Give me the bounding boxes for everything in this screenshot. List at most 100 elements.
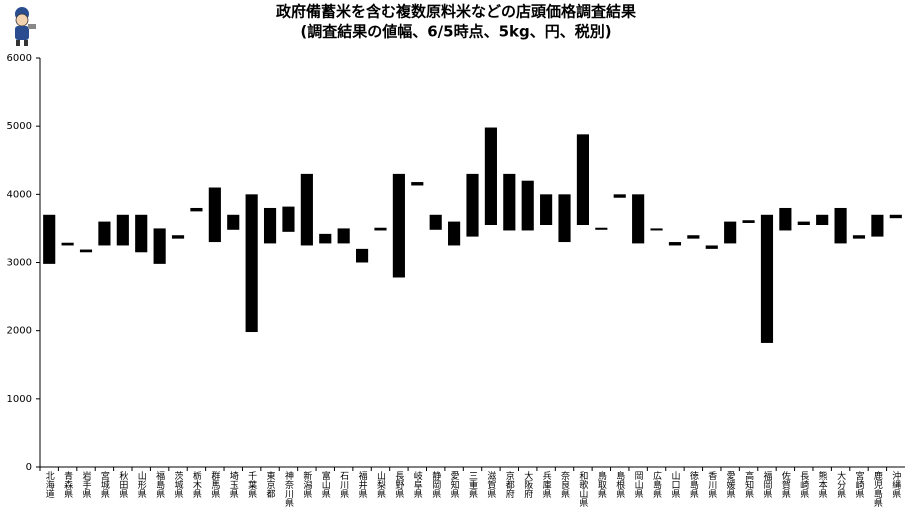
- x-tick-label: 群馬県: [209, 470, 220, 499]
- x-tick-label: 福井県: [357, 470, 368, 499]
- y-tick-label: 0: [26, 462, 32, 473]
- x-tick-label: 佐賀県: [780, 470, 791, 499]
- x-tick-label: 高知県: [743, 470, 754, 499]
- range-bar: [227, 214, 240, 230]
- range-bar: [724, 221, 737, 244]
- y-tick-label: 6000: [7, 53, 32, 64]
- x-tick-label: 岩手県: [81, 470, 92, 499]
- range-bar: [98, 221, 111, 246]
- range-bar: [595, 227, 608, 230]
- range-bar: [282, 206, 295, 232]
- x-tick-label: 千葉県: [246, 471, 256, 499]
- x-tick-label: 和歌山県: [577, 471, 588, 508]
- range-bar: [356, 248, 369, 263]
- range-bar: [116, 214, 129, 246]
- x-tick-label: 北海道: [44, 471, 55, 499]
- range-bar: [852, 235, 866, 239]
- chart-title: 政府備蓄米を含む複数原料米などの店頭価格調査結果: [276, 3, 637, 21]
- x-tick-label: 岡山県: [633, 471, 644, 499]
- y-tick-label: 5000: [7, 121, 32, 132]
- range-bar: [153, 228, 166, 264]
- x-tick-label: 愛媛県: [725, 470, 736, 499]
- range-bar: [760, 214, 774, 343]
- x-tick-label: 栃木県: [191, 470, 202, 499]
- x-tick-label: 埼玉県: [228, 470, 239, 499]
- range-bar: [742, 220, 755, 223]
- x-tick-label: 福島県: [154, 470, 165, 499]
- x-tick-label: 熊本県: [817, 470, 828, 499]
- x-tick-label: 青森県: [62, 470, 73, 499]
- range-bar: [779, 207, 792, 231]
- x-tick-label: 山口県: [669, 471, 680, 499]
- range-bar: [705, 245, 718, 249]
- range-bar: [245, 194, 258, 333]
- range-bar: [61, 242, 74, 246]
- x-tick-label: 宮崎県: [853, 470, 864, 499]
- x-tick-label: 沖縄県: [890, 470, 901, 499]
- range-bar: [374, 227, 387, 231]
- range-bar: [171, 235, 185, 239]
- x-tick-label: 山梨県: [375, 471, 386, 499]
- x-tick-label: 三重県: [467, 471, 478, 499]
- range-bar: [687, 235, 700, 239]
- range-bar: [613, 194, 626, 198]
- range-bar: [448, 221, 461, 246]
- range-bar: [797, 221, 810, 226]
- x-tick-label: 山形県: [136, 471, 147, 499]
- range-bar: [576, 134, 589, 226]
- x-tick-label: 滋賀県: [485, 470, 496, 499]
- range-bar: [411, 182, 424, 186]
- x-tick-label: 富山県: [320, 470, 331, 499]
- range-bar: [208, 187, 221, 243]
- range-bar: [263, 207, 277, 244]
- y-tick-label: 2000: [7, 326, 32, 337]
- x-tick-label: 徳島県: [688, 470, 699, 499]
- range-bar: [392, 173, 405, 278]
- range-bar: [816, 214, 829, 226]
- range-bar: [337, 228, 350, 244]
- x-tick-label: 新潟県: [301, 470, 312, 499]
- range-bar: [190, 207, 203, 212]
- x-tick-label: 宮城県: [99, 470, 110, 499]
- x-tick-label: 島根県: [614, 470, 625, 499]
- range-bar: [503, 173, 516, 231]
- chart-subtitle: (調査結果の値幅、6/5時点、5kg、円、税別): [300, 23, 611, 41]
- x-tick-label: 福岡県: [761, 470, 772, 499]
- range-bar: [632, 194, 645, 244]
- x-tick-label: 香川県: [706, 471, 717, 499]
- range-bar: [558, 194, 571, 243]
- x-tick-label: 石川県: [338, 471, 349, 499]
- x-tick-label: 長野県: [393, 471, 404, 499]
- x-tick-label: 広島県: [651, 470, 662, 499]
- range-bar: [135, 214, 148, 253]
- x-tick-label: 東京都: [265, 470, 276, 499]
- range-bar: [43, 214, 56, 264]
- y-tick-label: 1000: [7, 394, 32, 405]
- x-tick-label: 鹿児島県: [872, 470, 883, 508]
- range-bar: [466, 173, 479, 237]
- x-tick-label: 京都府: [504, 470, 514, 499]
- range-bar: [668, 242, 682, 246]
- x-tick-label: 大阪府: [522, 470, 533, 499]
- range-bar: [429, 214, 442, 230]
- x-tick-label: 長崎県: [798, 471, 809, 499]
- range-bar: [650, 228, 663, 231]
- x-tick-label: 静岡県: [430, 470, 441, 499]
- range-bar: [319, 233, 332, 244]
- range-bar: [300, 173, 313, 246]
- range-bar: [521, 180, 534, 231]
- x-tick-label: 鳥取県: [596, 470, 607, 499]
- x-tick-label: 秋田県: [117, 470, 128, 499]
- x-tick-label: 茨城県: [173, 470, 184, 499]
- x-tick-label: 愛知県: [449, 470, 460, 499]
- x-tick-label: 大分県: [835, 470, 846, 499]
- y-tick-label: 3000: [7, 258, 32, 269]
- x-tick-label: 奈良県: [559, 470, 570, 499]
- x-tick-label: 岐阜県: [412, 470, 423, 499]
- range-bar: [834, 207, 847, 244]
- x-tick-label: 神奈川県: [283, 470, 294, 508]
- mascot-icon: [15, 7, 36, 46]
- y-tick-label: 4000: [7, 189, 32, 200]
- range-bar: [79, 249, 93, 253]
